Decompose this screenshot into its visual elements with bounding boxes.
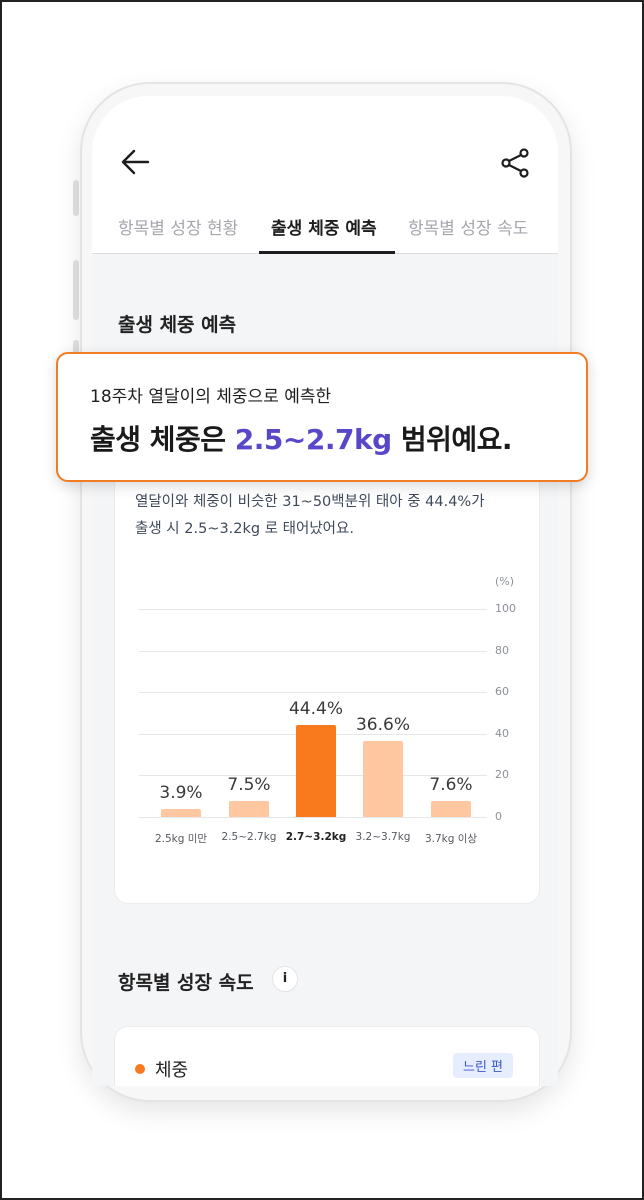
chart-unit-label: (%) (495, 575, 515, 588)
back-arrow-icon[interactable] (118, 144, 154, 180)
share-icon[interactable] (498, 146, 532, 180)
x-category-label: 2.5kg 미만 (154, 833, 208, 845)
x-category-label: 2.7~3.2kg (285, 831, 347, 843)
chart-bar (161, 808, 201, 817)
bar-value-label: 36.6% (355, 714, 410, 735)
y-tick-label: 60 (495, 685, 509, 699)
growth-item-name: 체중 (155, 1060, 189, 1081)
chart-bar (431, 801, 471, 817)
speed-badge: 느린 편 (453, 1053, 514, 1078)
y-tick-label: 80 (495, 643, 509, 657)
y-tick-label: 100 (495, 602, 516, 615)
prediction-callout: 18주차 열달이의 체중으로 예측한 출생 체중은 2.5~2.7kg 범위예요… (56, 352, 588, 482)
chart-bar (363, 740, 403, 817)
app-header: 항목별 성장 현황 출생 체중 예측 항목별 성장 속도 (92, 96, 558, 254)
callout-weight-range: 2.5~2.7kg (234, 423, 392, 456)
chart-gridline (139, 817, 487, 818)
growth-speed-card: 체중 느린 편 (114, 1026, 540, 1086)
bar-value-label: 3.9% (159, 782, 203, 803)
phone-volume-up (73, 260, 79, 320)
description-line-2: 출생 시 2.5~3.2kg 로 태어났어요. (135, 521, 354, 537)
status-dot (135, 1064, 145, 1074)
chart-gridline (139, 692, 487, 694)
phone-side-button (73, 180, 79, 216)
description-line-1: 열달이와 체중이 비슷한 31~50백분위 태아 중 44.4%가 (135, 494, 485, 510)
bar-value-label: 44.4% (288, 698, 343, 719)
bar-value-label: 7.5% (227, 775, 271, 796)
chart-gridline (139, 609, 487, 610)
tab-birth-weight-prediction[interactable]: 출생 체중 예측 (271, 219, 377, 239)
y-tick-label: 20 (495, 768, 509, 782)
bar-value-label: 7.6% (429, 775, 473, 796)
x-category-label: 3.7kg 이상 (424, 833, 478, 845)
chart-bar (296, 724, 336, 817)
chart-gridline (139, 650, 487, 652)
x-category-label: 3.2~3.7kg (355, 831, 411, 843)
y-tick-label: 40 (495, 726, 509, 740)
chart-bar (229, 801, 269, 817)
tab-growth-status[interactable]: 항목별 성장 현황 (118, 219, 239, 239)
tab-growth-speed[interactable]: 항목별 성장 속도 (408, 219, 529, 239)
tab-bar: 항목별 성장 현황 출생 체중 예측 항목별 성장 속도 (92, 206, 558, 254)
prediction-description: 열달이와 체중이 비슷한 31~50백분위 태아 중 44.4%가 출생 시 2… (135, 489, 531, 543)
callout-subtitle: 18주차 열달이의 체중으로 예측한 (90, 387, 332, 407)
phone-screen: 항목별 성장 현황 출생 체중 예측 항목별 성장 속도 출생 체중 예측 열달… (92, 96, 558, 1086)
active-tab-indicator (259, 251, 395, 254)
info-icon[interactable]: i (272, 966, 298, 992)
x-category-label: 2.5~2.7kg (221, 831, 277, 843)
callout-suffix: 범위예요. (391, 423, 513, 456)
callout-prefix: 출생 체중은 (90, 423, 235, 456)
growth-speed-title: 항목별 성장 속도 (118, 972, 254, 994)
section-title: 출생 체중 예측 (118, 314, 237, 336)
callout-main-text: 출생 체중은 2.5~2.7kg 범위예요. (90, 418, 513, 458)
y-tick-label: 0 (495, 810, 502, 823)
